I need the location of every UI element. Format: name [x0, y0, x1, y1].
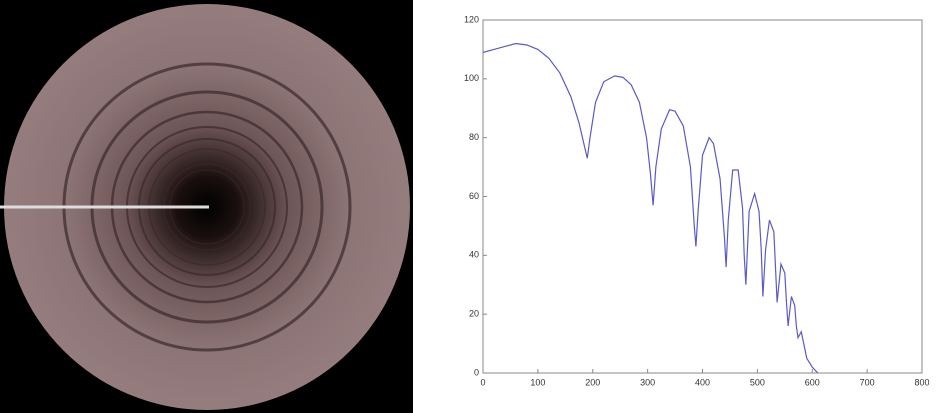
y-tick-label: 20 [469, 309, 479, 319]
plot-frame [482, 19, 923, 374]
x-tick-label: 700 [860, 377, 875, 387]
data-line [482, 42, 819, 374]
y-tick-label: 0 [474, 367, 479, 377]
x-tick-label: 600 [805, 377, 820, 387]
x-tick-label: 500 [750, 377, 765, 387]
y-tick-label: 120 [464, 14, 479, 24]
x-tick-label: 100 [530, 377, 545, 387]
x-tick-label: 200 [585, 377, 600, 387]
x-tick-label: 300 [640, 377, 655, 387]
y-tick-label: 60 [469, 191, 479, 201]
diffraction-image [0, 0, 413, 413]
x-tick-label: 0 [480, 377, 485, 387]
x-tick-label: 400 [695, 377, 710, 387]
y-tick-label: 80 [469, 132, 479, 142]
y-tick-label: 100 [464, 73, 479, 83]
x-tick-label: 800 [914, 377, 929, 387]
y-tick-label: 40 [469, 250, 479, 260]
